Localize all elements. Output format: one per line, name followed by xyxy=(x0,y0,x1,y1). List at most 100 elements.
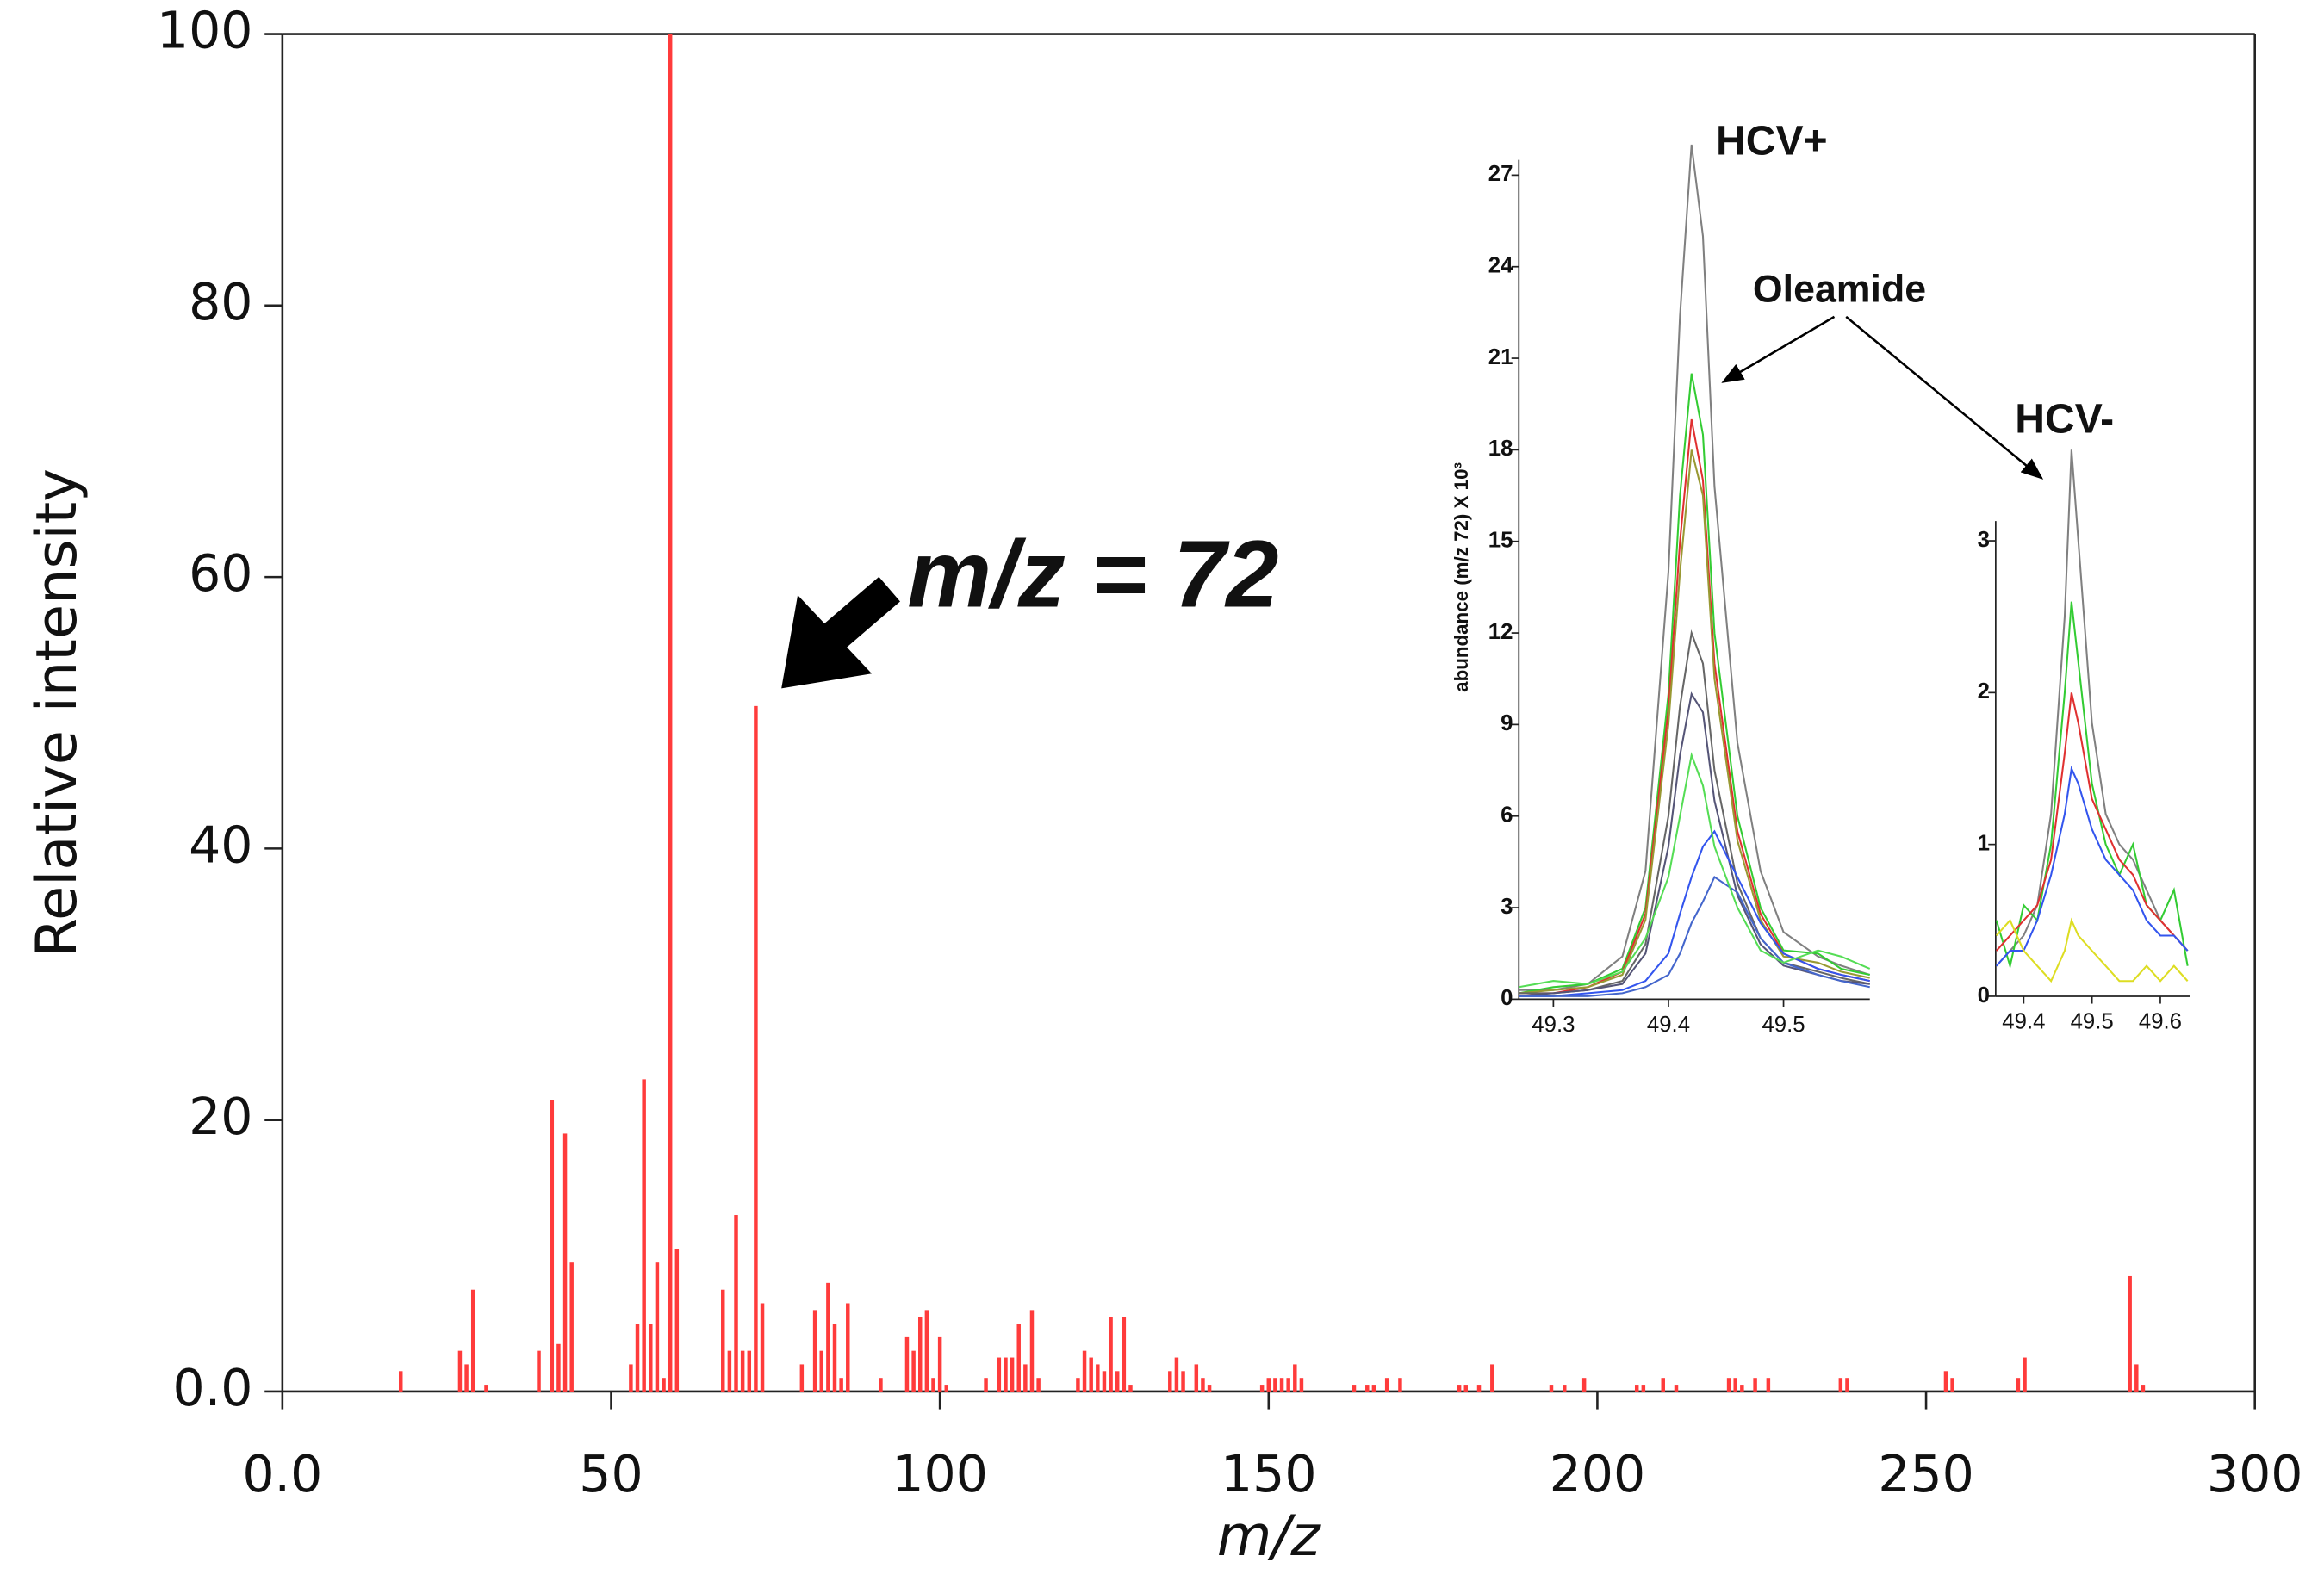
x-tick-label: 300 xyxy=(2207,1445,2303,1504)
trace xyxy=(1519,450,1870,995)
bar xyxy=(1036,1378,1041,1392)
oleamide-arrow xyxy=(1845,315,2044,480)
bar xyxy=(1299,1378,1304,1392)
annotation: m/z = 72 xyxy=(907,522,1278,628)
x-tick-label: 49.5 xyxy=(1762,1013,1805,1037)
y-tick-label: 6 xyxy=(1501,803,1513,828)
bar xyxy=(1641,1385,1646,1392)
y-axis-label: abundance (m/z 72) X 10³ xyxy=(1451,462,1472,692)
y-tick-label: 27 xyxy=(1488,162,1513,186)
bar xyxy=(1634,1385,1639,1392)
trace xyxy=(1995,692,2189,952)
bar xyxy=(904,1336,910,1392)
bar xyxy=(629,1364,633,1392)
annotation-arrowhead xyxy=(781,595,873,689)
bar xyxy=(1128,1385,1133,1392)
bar xyxy=(1273,1378,1277,1392)
bar xyxy=(734,1215,738,1392)
bar xyxy=(1102,1371,1107,1392)
annotation: Oleamide xyxy=(1753,268,1926,310)
bar xyxy=(1943,1371,1948,1392)
bar xyxy=(1010,1357,1015,1392)
x-tick-label: 200 xyxy=(1550,1445,1646,1504)
bar xyxy=(1109,1317,1113,1392)
bar xyxy=(1740,1385,1744,1392)
bar xyxy=(1352,1385,1357,1392)
bar xyxy=(918,1317,923,1392)
x-tick-label: 49.3 xyxy=(1532,1013,1575,1037)
bar xyxy=(1096,1364,1100,1392)
bar xyxy=(1371,1385,1376,1392)
bar xyxy=(562,1133,568,1392)
x-tick-label: 250 xyxy=(1878,1445,1974,1504)
y-tick-label: 15 xyxy=(1488,529,1513,553)
bar xyxy=(1563,1385,1567,1392)
bar xyxy=(1029,1310,1035,1392)
y-tick-label: 60 xyxy=(189,544,252,603)
bar xyxy=(642,1079,646,1392)
bar xyxy=(674,1249,680,1392)
bar xyxy=(1463,1385,1468,1392)
bar xyxy=(826,1282,830,1392)
y-tick-label: 12 xyxy=(1488,620,1513,644)
y-tick-label: 80 xyxy=(189,273,252,332)
bar xyxy=(879,1378,883,1392)
bar xyxy=(997,1357,1002,1392)
bar xyxy=(470,1289,475,1392)
bar xyxy=(832,1324,837,1392)
bar xyxy=(1168,1371,1172,1392)
bar xyxy=(635,1324,640,1392)
bar xyxy=(1174,1357,1179,1392)
bar xyxy=(1181,1371,1185,1392)
bar xyxy=(2134,1364,2139,1392)
bar xyxy=(569,1262,574,1392)
bar xyxy=(1845,1378,1849,1392)
bar xyxy=(1201,1378,1205,1392)
x-tick-label: 49.4 xyxy=(1647,1013,1690,1037)
bar xyxy=(1082,1350,1087,1392)
x-tick-label: 0.0 xyxy=(242,1445,322,1504)
bar xyxy=(839,1378,843,1392)
bar xyxy=(1259,1385,1265,1392)
y-tick-label: 1 xyxy=(1978,831,1990,855)
x-tick-label: 49.4 xyxy=(2002,1010,2045,1034)
bar xyxy=(1838,1378,1843,1392)
bar xyxy=(484,1385,488,1392)
bar xyxy=(1384,1378,1389,1392)
bar xyxy=(1004,1357,1008,1392)
x-tick-label: 50 xyxy=(579,1445,643,1504)
bar xyxy=(668,34,673,1392)
annotation: HCV- xyxy=(2015,396,2114,443)
trace xyxy=(1519,829,1870,997)
y-tick-label: 2 xyxy=(1978,679,1990,704)
y-axis-label: Relative intensity xyxy=(24,468,90,957)
bar xyxy=(1726,1378,1731,1392)
trace xyxy=(1519,144,1871,991)
bar xyxy=(1266,1378,1271,1392)
bar xyxy=(2128,1275,2132,1392)
bar xyxy=(931,1378,935,1392)
bar xyxy=(1122,1317,1127,1392)
bar xyxy=(1950,1378,1954,1392)
bar xyxy=(1549,1385,1554,1392)
bar xyxy=(760,1303,765,1392)
y-tick-label: 18 xyxy=(1488,437,1513,461)
trace xyxy=(1995,917,2189,983)
x-tick-label: 100 xyxy=(892,1445,988,1504)
bar xyxy=(1286,1378,1290,1392)
bar xyxy=(799,1364,805,1392)
y-tick-label: 24 xyxy=(1488,254,1513,278)
bar xyxy=(457,1350,463,1392)
bar xyxy=(1293,1364,1297,1392)
trace xyxy=(1995,765,2189,967)
bar xyxy=(1674,1385,1679,1392)
bar xyxy=(537,1350,541,1392)
annotation: HCV+ xyxy=(1716,117,1828,164)
bar xyxy=(944,1385,949,1392)
trace xyxy=(1519,876,1870,997)
bar xyxy=(1365,1385,1370,1392)
bar xyxy=(846,1303,850,1392)
bar xyxy=(2016,1378,2021,1392)
bar xyxy=(740,1350,745,1392)
